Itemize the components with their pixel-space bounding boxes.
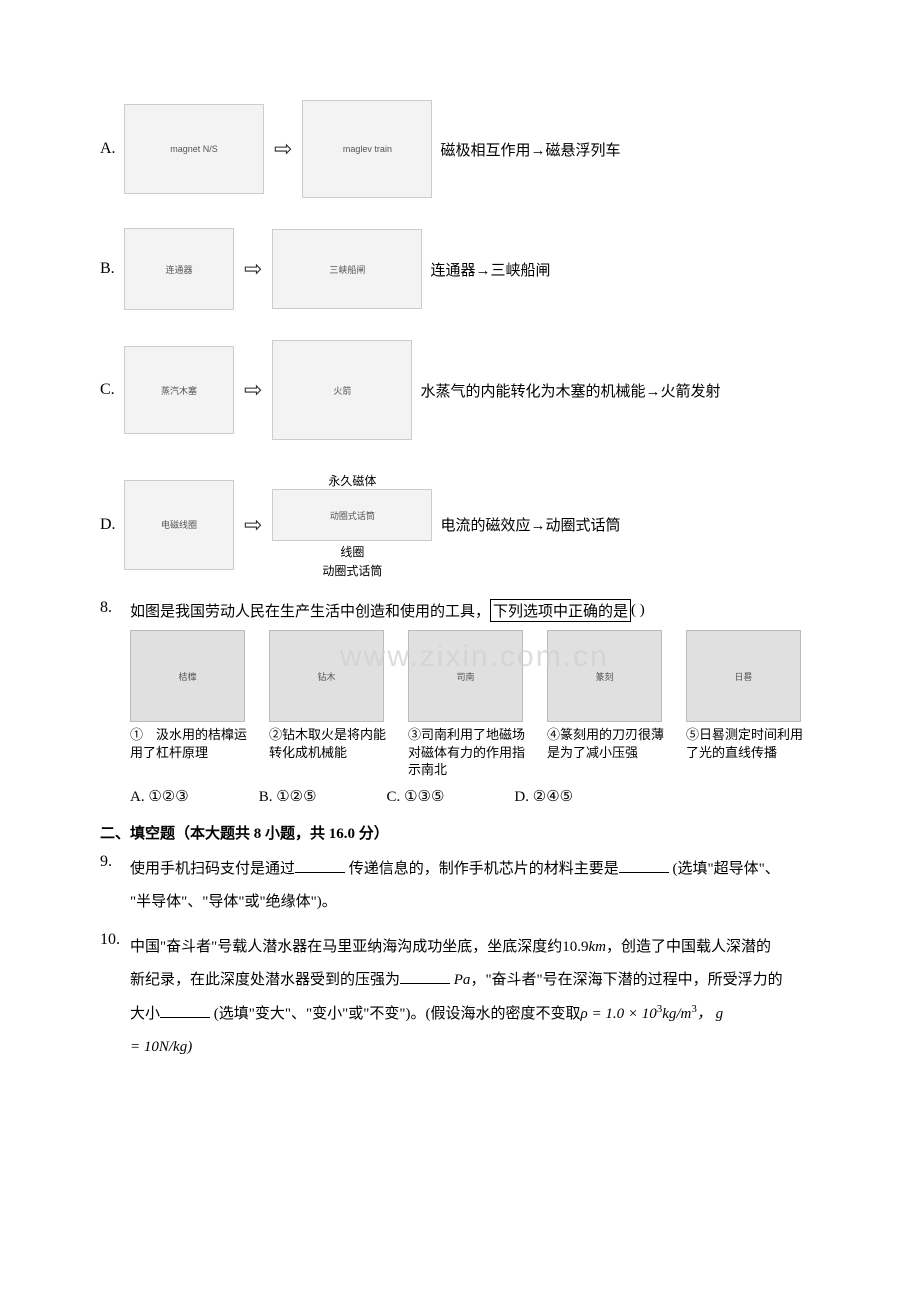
q10-l2c: ，"奋斗者"号在深海下潜的过程中，所受浮力的 — [470, 972, 782, 988]
microphone-diagram: 永久磁体 动圈式话筒 线圈 动圈式话筒 — [272, 470, 432, 579]
blank-3[interactable] — [400, 968, 450, 984]
option-images: 蒸汽木塞 ⇨ 火箭 — [124, 340, 412, 440]
tool-caption: ④篆刻用的刀刃很薄是为了减小压强 — [547, 726, 672, 761]
fire-drill-icon: 钻木 — [269, 630, 384, 722]
q7-options: A. magnet N/S ⇨ maglev train 磁极相互作用→磁悬浮列… — [100, 100, 820, 579]
section-2-header: 二、填空题（本大题共 8 小题，共 16.0 分） — [100, 822, 820, 843]
option-letter: A. — [100, 140, 124, 158]
tool-caption: ① 汲水用的桔橰运用了杠杆原理 — [130, 726, 255, 761]
question-number: 8. — [100, 599, 130, 617]
question-content: 如图是我国劳动人民在生产生活中创造和使用的工具， 下列选项中正确的是 ( ) 桔… — [130, 599, 820, 806]
steam-cork-icon: 蒸汽木塞 — [124, 346, 234, 434]
q7-option-c: C. 蒸汽木塞 ⇨ 火箭 水蒸气的内能转化为木塞的机械能→火箭发射 — [100, 340, 820, 440]
tool-2: 钻木 ②钻木取火是将内能转化成机械能 — [269, 630, 394, 779]
stem-boxed: 下列选项中正确的是 — [490, 599, 631, 622]
stem-post: ( ) — [631, 602, 645, 619]
q10-l2a: 新纪录，在此深度处潜水器受到的压强为 — [130, 972, 400, 988]
choice-c: C. ①③⑤ — [387, 787, 445, 806]
question-content: 使用手机扫码支付是通过 传递信息的，制作手机芯片的材料主要是 (选填"超导体"、… — [130, 853, 820, 919]
option-letter: C. — [100, 381, 124, 399]
q10-l4a: = 10N/kg) — [130, 1039, 192, 1055]
blank-1[interactable] — [295, 857, 345, 873]
choice-b: B. ①②⑤ — [259, 787, 317, 806]
tool-1: 桔橰 ① 汲水用的桔橰运用了杠杆原理 — [130, 630, 255, 779]
q8-stem: 如图是我国劳动人民在生产生活中创造和使用的工具， 下列选项中正确的是 ( ) — [130, 599, 820, 622]
sinan-compass-icon: 司南 — [408, 630, 523, 722]
ship-lock-icon: 三峡船闸 — [272, 229, 422, 309]
option-letter: B. — [100, 260, 124, 278]
q9-part3: (选填"超导体"、 — [669, 861, 780, 877]
q7-option-d: D. 电磁线圈 ⇨ 永久磁体 动圈式话筒 线圈 动圈式话筒 电流的磁效应→动圈式… — [100, 470, 820, 579]
q10-l2b: Pa — [450, 972, 470, 988]
tool-4: 篆刻 ④篆刻用的刀刃很薄是为了减小压强 — [547, 630, 672, 779]
q8: 8. 如图是我国劳动人民在生产生活中创造和使用的工具， 下列选项中正确的是 ( … — [100, 599, 820, 806]
tool-caption: ②钻木取火是将内能转化成机械能 — [269, 726, 394, 761]
question-content: 中国"奋斗者"号载人潜水器在马里亚纳海沟成功坐底，坐底深度约10.9km，创造了… — [130, 931, 820, 1064]
tool-3: 司南 ③司南利用了地磁场对磁体有力的作用指示南北 — [408, 630, 533, 779]
sundial-icon: 日晷 — [686, 630, 801, 722]
choice-d: D. ②④⑤ — [514, 787, 573, 806]
option-images: magnet N/S ⇨ maglev train — [124, 100, 432, 198]
tool-caption: ⑤日晷测定时间利用了光的直线传播 — [686, 726, 811, 761]
blank-2[interactable] — [619, 857, 669, 873]
stem-pre: 如图是我国劳动人民在生产生活中创造和使用的工具， — [130, 600, 490, 621]
connected-vessel-icon: 连通器 — [124, 228, 234, 310]
option-text: 水蒸气的内能转化为木塞的机械能→火箭发射 — [420, 380, 720, 401]
shadoof-icon: 桔橰 — [130, 630, 245, 722]
option-images: 连通器 ⇨ 三峡船闸 — [124, 228, 422, 310]
q8-choices: A. ①②③ B. ①②⑤ C. ①③⑤ D. ②④⑤ — [130, 787, 820, 806]
q9-part4: "半导体"、"导体"或"绝缘体")。 — [130, 894, 337, 910]
arrow-right-icon: ⇨ — [238, 512, 268, 538]
maglev-train-icon: maglev train — [302, 100, 432, 198]
q7-option-b: B. 连通器 ⇨ 三峡船闸 连通器→三峡船闸 — [100, 228, 820, 310]
q9: 9. 使用手机扫码支付是通过 传递信息的，制作手机芯片的材料主要是 (选填"超导… — [100, 853, 820, 919]
arrow-right-icon: ⇨ — [268, 136, 298, 162]
annotation-bottom2: 动圈式话筒 — [322, 562, 382, 579]
q10-l3c: ρ = 1.0 × 10 — [581, 1006, 657, 1022]
q9-part1: 使用手机扫码支付是通过 — [130, 861, 295, 877]
electromagnet-coil-icon: 电磁线圈 — [124, 480, 234, 570]
question-number: 10. — [100, 931, 130, 949]
annotation-bottom1: 线圈 — [340, 543, 364, 560]
q10-l3g: ， g — [697, 1006, 723, 1022]
option-text: 连通器→三峡船闸 — [430, 259, 550, 280]
q7-option-a: A. magnet N/S ⇨ maglev train 磁极相互作用→磁悬浮列… — [100, 100, 820, 198]
q10: 10. 中国"奋斗者"号载人潜水器在马里亚纳海沟成功坐底，坐底深度约10.9km… — [100, 931, 820, 1064]
dynamic-microphone-icon: 动圈式话筒 — [272, 489, 432, 541]
tool-5: 日晷 ⑤日晷测定时间利用了光的直线传播 — [686, 630, 811, 779]
option-letter: D. — [100, 516, 124, 534]
q10-l1c: km — [589, 939, 607, 955]
q10-l3e: kg/m — [662, 1006, 691, 1022]
rocket-launch-icon: 火箭 — [272, 340, 412, 440]
q10-l1d: ，创造了中国载人深潜的 — [606, 939, 771, 955]
q10-l3b: (选填"变大"、"变小"或"不变")。(假设海水的密度不变取 — [210, 1006, 580, 1022]
q10-l1b: 10.9 — [562, 939, 588, 955]
option-text: 磁极相互作用→磁悬浮列车 — [440, 139, 620, 160]
arrow-right-icon: ⇨ — [238, 256, 268, 282]
q10-l1a: 中国"奋斗者"号载人潜水器在马里亚纳海沟成功坐底，坐底深度约 — [130, 939, 562, 955]
option-images: 电磁线圈 ⇨ 永久磁体 动圈式话筒 线圈 动圈式话筒 — [124, 470, 432, 579]
seal-carving-icon: 篆刻 — [547, 630, 662, 722]
annotation-top: 永久磁体 — [328, 472, 376, 489]
magnet-diagram-icon: magnet N/S — [124, 104, 264, 194]
q9-part2: 传递信息的，制作手机芯片的材料主要是 — [345, 861, 619, 877]
tools-row: 桔橰 ① 汲水用的桔橰运用了杠杆原理 钻木 ②钻木取火是将内能转化成机械能 司南… — [130, 630, 820, 779]
blank-4[interactable] — [160, 1002, 210, 1018]
arrow-right-icon: ⇨ — [238, 377, 268, 403]
option-text: 电流的磁效应→动圈式话筒 — [440, 514, 620, 535]
tool-caption: ③司南利用了地磁场对磁体有力的作用指示南北 — [408, 726, 533, 779]
question-number: 9. — [100, 853, 130, 871]
choice-a: A. ①②③ — [130, 787, 189, 806]
q10-l3a: 大小 — [130, 1006, 160, 1022]
